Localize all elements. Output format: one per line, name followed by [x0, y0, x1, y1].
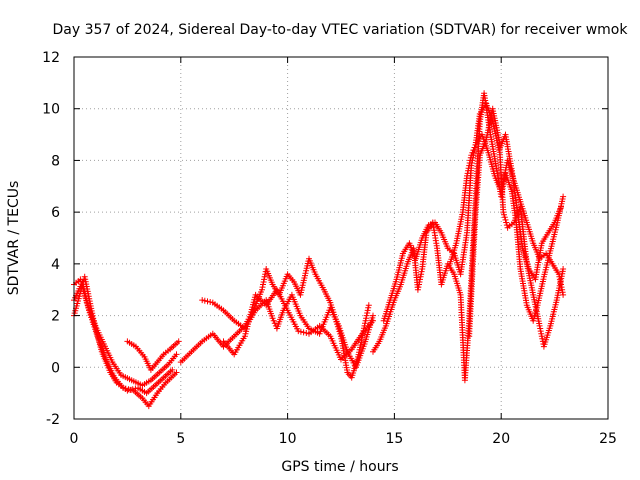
- y-tick-label: 10: [42, 102, 60, 118]
- data-point: [501, 211, 507, 218]
- data-point: [261, 273, 268, 280]
- series-4: [124, 338, 182, 373]
- data-point: [370, 317, 376, 324]
- data-point: [169, 366, 176, 373]
- data-point: [173, 369, 180, 376]
- data-point: [501, 214, 508, 221]
- data-point: [470, 147, 477, 154]
- series-3: [71, 273, 176, 397]
- data-point: [465, 165, 472, 172]
- x-axis-label: GPS time / hours: [281, 459, 398, 475]
- data-point: [503, 222, 510, 229]
- x-tick-label: 20: [492, 431, 510, 447]
- series-7: [220, 286, 376, 363]
- data-point: [415, 284, 422, 291]
- data-point: [558, 204, 564, 210]
- data-point: [175, 338, 182, 345]
- data-point: [201, 297, 208, 304]
- data-point: [129, 386, 136, 393]
- y-tick-label: -2: [46, 412, 60, 428]
- data-point: [468, 152, 475, 159]
- data-point: [270, 317, 277, 324]
- x-tick-label: 15: [385, 431, 403, 447]
- data-point: [363, 312, 370, 319]
- series-11: [446, 131, 567, 298]
- data-point: [500, 209, 507, 216]
- data-point: [365, 302, 372, 309]
- plot-frame: [73, 56, 609, 420]
- data-point: [199, 297, 206, 304]
- y-axis-label: SDTVAR / TECUs: [6, 181, 22, 296]
- data-point: [417, 276, 423, 283]
- data-point: [536, 322, 543, 329]
- data-point: [365, 304, 372, 311]
- data-point: [418, 268, 425, 275]
- tick-layer: 0 5 10 15 20 25 -2 0 2 4 6 8 10 12: [42, 50, 617, 447]
- data-point: [204, 298, 211, 305]
- y-tick-label: 4: [51, 257, 60, 273]
- data-point: [502, 216, 509, 223]
- data-point: [503, 219, 510, 226]
- data-point: [471, 144, 478, 151]
- data-point: [469, 149, 476, 156]
- data-point: [127, 386, 134, 393]
- data-point: [300, 329, 307, 336]
- series-10: [466, 105, 567, 350]
- data-point: [560, 291, 567, 298]
- data-layer: [71, 90, 567, 410]
- data-point: [132, 385, 139, 392]
- data-point: [124, 387, 131, 394]
- x-tick-label: 5: [176, 431, 185, 447]
- series-6: [199, 291, 376, 371]
- data-point: [362, 320, 368, 327]
- y-tick-label: 12: [42, 50, 60, 66]
- data-point: [303, 330, 310, 336]
- y-tick-label: 2: [51, 309, 60, 325]
- data-point: [207, 299, 214, 305]
- series-8: [370, 90, 567, 384]
- data-point: [531, 315, 537, 322]
- x-tick-label: 25: [599, 431, 617, 447]
- y-tick-label: 8: [51, 153, 60, 169]
- x-tick-label: 10: [279, 431, 297, 447]
- data-point: [556, 276, 563, 283]
- data-point: [539, 335, 546, 342]
- data-point: [537, 328, 544, 335]
- data-point: [295, 328, 302, 335]
- data-point: [560, 266, 567, 272]
- data-point: [558, 284, 565, 291]
- data-point: [467, 157, 474, 164]
- y-tick-label: 0: [51, 360, 60, 376]
- data-point: [271, 320, 278, 327]
- y-tick-label: 6: [51, 205, 60, 221]
- x-tick-label: 0: [70, 431, 79, 447]
- data-point: [173, 351, 180, 358]
- data-point: [297, 328, 304, 335]
- data-point: [560, 193, 567, 200]
- data-point: [370, 312, 376, 319]
- chart-title: Day 357 of 2024, Sidereal Day-to-day VTE…: [53, 22, 629, 38]
